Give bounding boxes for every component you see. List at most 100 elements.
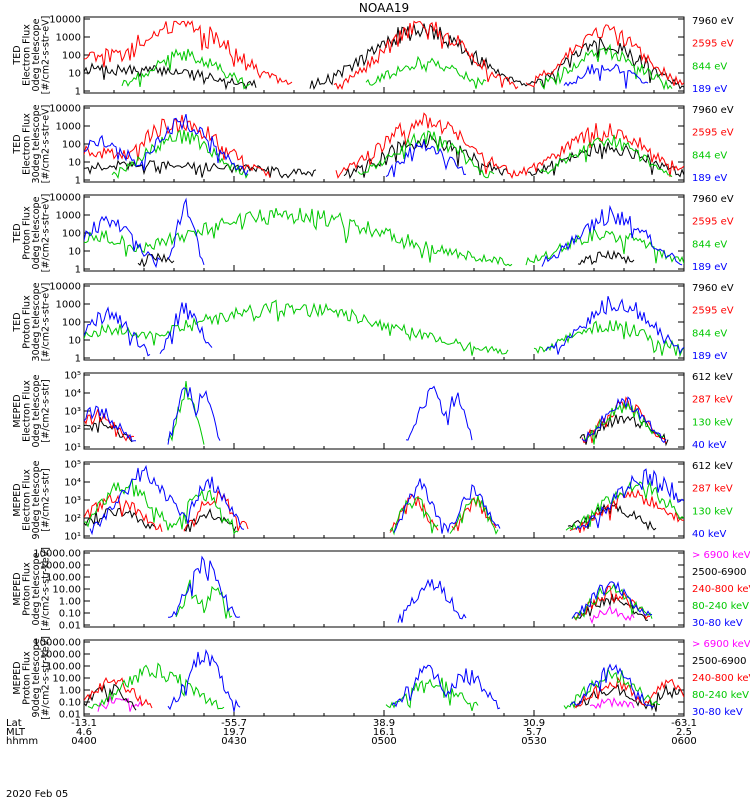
series-line-30-80 keV bbox=[168, 555, 653, 623]
y-axis-title-line: 30deg telescope bbox=[31, 104, 42, 183]
y-axis-title-line: MEPED bbox=[12, 483, 23, 516]
series-line-30-80 keV bbox=[167, 648, 655, 712]
y-axis-title-line: TED bbox=[12, 312, 23, 332]
panel-frame bbox=[83, 461, 685, 539]
y-tick-label: 10 bbox=[68, 336, 81, 347]
y-tick-label: 100.00 bbox=[46, 573, 81, 584]
y-axis-title-line: 90deg telescope bbox=[31, 638, 42, 717]
legend-entry: 240-800 keV bbox=[692, 584, 750, 595]
series-line-189 eV bbox=[84, 197, 683, 269]
series-line-240-800 keV bbox=[84, 676, 684, 709]
x-tick-label-lat: 38.9 bbox=[373, 718, 395, 729]
legend-entry: 189 eV bbox=[692, 84, 727, 95]
date-label: 2020 Feb 05 bbox=[6, 789, 68, 800]
y-tick-label: 10 bbox=[68, 158, 81, 169]
y-tick-label: 10² bbox=[64, 514, 81, 525]
series-line-189 eV bbox=[84, 113, 467, 178]
series-line-189 eV bbox=[84, 296, 684, 357]
legend-entry: 844 eV bbox=[692, 150, 727, 161]
y-axis-title-line: [#/cm2-s-str] bbox=[41, 379, 52, 442]
y-axis-title-line: Electron Flux bbox=[22, 380, 33, 442]
legend-entry: 2500-6900 bbox=[692, 567, 747, 578]
series-line-240-800 keV bbox=[573, 585, 651, 621]
y-axis-title-line: [#/cm2-s-str-keV] bbox=[41, 636, 52, 720]
y-axis-title-line: 90deg telescope bbox=[31, 460, 42, 539]
x-row-label: hhmm bbox=[6, 736, 38, 747]
y-axis-title-line: TED bbox=[12, 134, 23, 154]
series-line-287 keV bbox=[84, 396, 667, 444]
panel-frame bbox=[83, 639, 685, 717]
x-row-label: Lat bbox=[6, 718, 22, 729]
y-tick-label: 1 bbox=[75, 87, 81, 98]
y-tick-label: 10⁴ bbox=[64, 389, 81, 400]
legend-entry: 2595 eV bbox=[692, 39, 734, 50]
y-axis-title-line: Proton Flux bbox=[22, 562, 33, 616]
legend-entry: 189 eV bbox=[692, 351, 727, 362]
y-tick-label: 0.10 bbox=[59, 698, 81, 709]
series-line-2500-6900 bbox=[84, 683, 684, 712]
x-tick-label-hhmm: 0600 bbox=[671, 736, 696, 747]
legend-entry: 130 keV bbox=[692, 417, 733, 428]
y-axis-title-line: 30deg telescope bbox=[31, 282, 42, 361]
y-tick-label: 1 bbox=[75, 176, 81, 187]
legend-entry: 7960 eV bbox=[692, 105, 734, 116]
x-tick-label-mlt: 16.1 bbox=[373, 727, 395, 738]
y-axis-title-line: Electron Flux bbox=[22, 113, 33, 175]
series-line-> 6900 keV bbox=[589, 605, 635, 625]
legend-entry: 612 keV bbox=[692, 372, 733, 383]
series-line-130 keV bbox=[84, 478, 684, 536]
x-tick-label-lat: -13.1 bbox=[71, 718, 97, 729]
x-tick-label-hhmm: 0400 bbox=[71, 736, 96, 747]
y-tick-label: 1000 bbox=[56, 300, 81, 311]
y-tick-label: 10¹ bbox=[64, 532, 81, 543]
y-tick-label: 100 bbox=[62, 229, 81, 240]
y-axis-title-line: Proton Flux bbox=[22, 206, 33, 260]
x-tick-label-hhmm: 0500 bbox=[371, 736, 396, 747]
y-tick-label: 100 bbox=[62, 51, 81, 62]
y-tick-label: 0.10 bbox=[59, 609, 81, 620]
y-tick-label: 10¹ bbox=[64, 443, 81, 454]
y-tick-label: 10000 bbox=[49, 104, 81, 115]
y-tick-label: 10 bbox=[68, 247, 81, 258]
y-tick-label: 0.01 bbox=[59, 710, 81, 721]
y-tick-label: 100 bbox=[62, 318, 81, 329]
x-tick-label-lat: 30.9 bbox=[523, 718, 545, 729]
y-tick-label: 1.00 bbox=[59, 597, 81, 608]
series-line-2500-6900 bbox=[575, 593, 649, 621]
legend-entry: 612 keV bbox=[692, 461, 733, 472]
y-tick-label: 100.00 bbox=[46, 662, 81, 673]
series-line-2595 eV bbox=[84, 112, 684, 179]
legend-entry: 30-80 keV bbox=[692, 618, 743, 629]
y-axis-title-line: 0deg telescope bbox=[31, 18, 42, 91]
panel-frame bbox=[83, 372, 685, 450]
y-axis-title-line: MEPED bbox=[12, 394, 23, 427]
y-tick-label: 0.01 bbox=[59, 621, 81, 632]
y-tick-label: 10⁴ bbox=[64, 478, 81, 489]
series-line-844 eV bbox=[121, 43, 673, 91]
series-line-844 eV bbox=[111, 129, 673, 180]
y-tick-label: 10.00 bbox=[52, 674, 81, 685]
y-axis-title-line: [#/cm2-s-str-eV] bbox=[41, 105, 52, 184]
x-tick-label-mlt: 4.6 bbox=[76, 727, 92, 738]
y-tick-label: 1 bbox=[75, 265, 81, 276]
y-tick-label: 10000 bbox=[49, 193, 81, 204]
series-line-287 keV bbox=[84, 488, 684, 534]
y-axis-title-line: Electron Flux bbox=[22, 24, 33, 86]
legend-entry: 844 eV bbox=[692, 239, 727, 250]
x-tick-label-lat: -55.7 bbox=[221, 718, 247, 729]
series-line-80-240 keV bbox=[87, 662, 661, 712]
y-tick-label: 10.00 bbox=[52, 585, 81, 596]
legend-entry: 80-240 keV bbox=[692, 601, 749, 612]
series-line-7960 eV bbox=[137, 249, 635, 268]
y-tick-label: 1.00 bbox=[59, 686, 81, 697]
y-axis-title-line: Proton Flux bbox=[22, 295, 33, 349]
y-axis-title-line: Electron Flux bbox=[22, 469, 33, 531]
y-tick-label: 10 bbox=[68, 69, 81, 80]
y-axis-title-line: 0deg telescope bbox=[31, 374, 42, 447]
